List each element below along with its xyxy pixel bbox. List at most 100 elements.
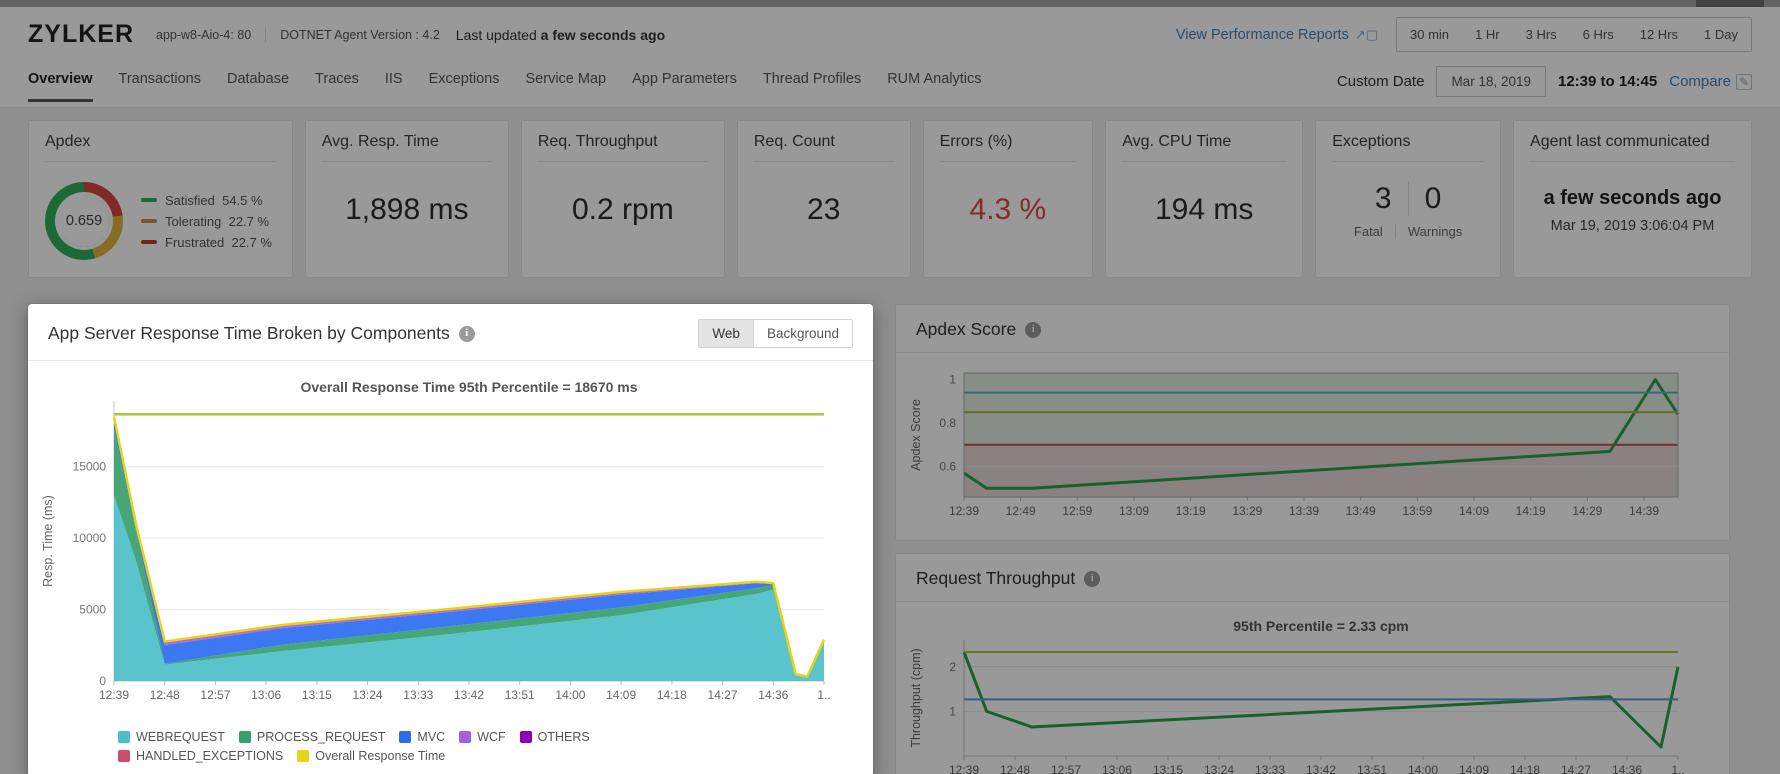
fatal-count: 3: [1374, 182, 1392, 215]
compare-link[interactable]: Compare ✎: [1669, 73, 1752, 90]
panel-request-throughput: Request Throughput i 1 2 12:39 12:48 12:57 13…: [895, 553, 1730, 774]
legend-item-overall-response-time[interactable]: Overall Response Time: [297, 749, 445, 763]
svg-text:13:06: 13:06: [251, 688, 281, 702]
panel-title: Apdex Score: [916, 319, 1017, 339]
custom-date-picker[interactable]: Mar 18, 2019: [1436, 66, 1546, 97]
svg-text:14:09: 14:09: [1459, 504, 1489, 518]
info-icon[interactable]: i: [458, 325, 475, 342]
apdex-score-value: 0.659: [58, 195, 110, 247]
svg-text:10000: 10000: [73, 531, 107, 545]
card-req-count: Req. Count 23: [736, 120, 911, 278]
svg-text:15000: 15000: [73, 460, 107, 474]
external-link-icon: ↗▢: [1354, 26, 1379, 42]
card-title: Req. Throughput: [537, 133, 708, 162]
view-performance-reports-link[interactable]: View Performance Reports ↗▢: [1175, 26, 1379, 43]
svg-text:Throughput (cpm): Throughput (cpm): [909, 648, 923, 747]
card-title: Req. Count: [753, 133, 894, 162]
request-throughput-chart[interactable]: 1 2 12:39 12:48 12:57 13:06 13:15 13:24 13:33 13:…: [906, 612, 1696, 774]
card-title: Apdex: [45, 133, 276, 162]
panel-title: App Server Response Time Broken by Compo…: [48, 323, 450, 343]
tab-thread-profiles[interactable]: Thread Profiles: [762, 71, 862, 87]
time-range-3-hrs[interactable]: 3 Hrs: [1525, 27, 1557, 42]
svg-text:13:06: 13:06: [1102, 763, 1132, 774]
time-range-6-hrs[interactable]: 6 Hrs: [1582, 27, 1614, 42]
legend-item-process-request[interactable]: PROCESS_REQUEST: [238, 730, 385, 744]
nav-tabs: Overview Transactions Database Traces IIS Exc…: [28, 71, 981, 102]
tab-traces[interactable]: Traces: [315, 71, 359, 87]
svg-text:13:29: 13:29: [1232, 504, 1262, 518]
svg-text:13:39: 13:39: [1289, 504, 1319, 518]
response-components-chart[interactable]: 0 5000 10000 15000 12:39 12:48 12:57 13:06 13:15…: [38, 371, 838, 723]
svg-text:0: 0: [99, 674, 106, 688]
svg-text:12:39: 12:39: [949, 504, 979, 518]
svg-text:0.8: 0.8: [939, 416, 956, 430]
svg-text:95th Percentile = 2.33 cpm: 95th Percentile = 2.33 cpm: [1233, 618, 1408, 634]
time-range-1-day[interactable]: 1 Day: [1704, 27, 1738, 42]
tab-service-map[interactable]: Service Map: [525, 71, 607, 87]
legend-item-webrequest[interactable]: WEBREQUEST: [118, 730, 225, 744]
tab-iis[interactable]: IIS: [384, 71, 403, 87]
info-icon[interactable]: i: [1084, 570, 1101, 587]
apdex-legend: Satisfied 54.5 % Tolerating 22.7 % Frustra…: [141, 193, 272, 250]
legend-item-wcf[interactable]: WCF: [459, 730, 506, 744]
svg-text:5000: 5000: [79, 603, 106, 617]
panel-response-time-components: App Server Response Time Broken by Compo…: [28, 304, 873, 774]
svg-text:13:15: 13:15: [302, 688, 332, 702]
card-value: 4.3 %: [969, 193, 1047, 226]
tab-overview[interactable]: Overview: [28, 71, 93, 102]
toggle-web[interactable]: Web: [699, 320, 754, 347]
time-range-30-min[interactable]: 30 min: [1410, 27, 1450, 42]
panel-title: Request Throughput: [916, 568, 1076, 588]
apdex-score-chart[interactable]: 0.6 0.8 1 12:39 12:49 12:59 13:09 13:19 13:29 13:…: [906, 363, 1696, 531]
svg-text:13:51: 13:51: [505, 688, 535, 702]
legend-item-mvc[interactable]: MVC: [399, 730, 445, 744]
window-corner-tab: [1696, 0, 1764, 7]
warnings-label: Warnings: [1394, 224, 1474, 239]
svg-text:14:00: 14:00: [555, 688, 585, 702]
svg-text:13:49: 13:49: [1346, 504, 1376, 518]
toggle-background[interactable]: Background: [766, 326, 839, 341]
svg-text:13:51: 13:51: [1357, 763, 1387, 774]
svg-text:12:48: 12:48: [1000, 763, 1030, 774]
time-range-12-hrs[interactable]: 12 Hrs: [1639, 27, 1679, 42]
tab-app-parameters[interactable]: App Parameters: [632, 71, 737, 87]
kpi-cards-row: Apdex 0.659 Satisfied 54.5 % Tolerating 2…: [0, 108, 1780, 278]
web-background-toggle: Web Background: [698, 319, 853, 348]
legend-item-handled-exceptions[interactable]: HANDLED_EXCEPTIONS: [118, 749, 283, 763]
svg-text:12:57: 12:57: [1051, 763, 1081, 774]
apdex-legend-item: Tolerating 22.7 %: [141, 214, 272, 229]
info-icon[interactable]: i: [1025, 321, 1042, 338]
svg-text:12:39: 12:39: [99, 688, 129, 702]
tab-exceptions[interactable]: Exceptions: [428, 71, 500, 87]
legend-item-others[interactable]: OTHERS: [519, 730, 590, 744]
app-name: ZYLKER: [28, 20, 134, 48]
agent-last-value: a few seconds ago: [1543, 186, 1722, 209]
panel-apdex-score: Apdex Score i 0.6 0.8 1 12:39 12:49 12:59 13:0…: [895, 304, 1730, 541]
card-title: Avg. Resp. Time: [321, 133, 492, 162]
svg-text:14:27: 14:27: [1561, 763, 1591, 774]
tab-transactions[interactable]: Transactions: [118, 71, 201, 87]
svg-text:14:39: 14:39: [1629, 504, 1659, 518]
svg-text:1..: 1..: [817, 688, 830, 702]
svg-text:14:36: 14:36: [1612, 763, 1642, 774]
svg-text:1..: 1..: [1671, 763, 1684, 774]
tab-rum-analytics[interactable]: RUM Analytics: [887, 71, 982, 87]
svg-text:13:24: 13:24: [1204, 763, 1234, 774]
last-updated: Last updated a few seconds ago: [455, 26, 666, 43]
svg-text:12:39: 12:39: [949, 763, 979, 774]
svg-text:1: 1: [949, 373, 956, 387]
app-host: app-w8-Aio-4: 80: [156, 27, 267, 42]
custom-date-label: Custom Date: [1336, 73, 1425, 90]
tab-database[interactable]: Database: [226, 71, 290, 87]
svg-text:13:09: 13:09: [1119, 504, 1149, 518]
apdex-donut-chart: 0.659: [45, 182, 123, 260]
svg-text:14:36: 14:36: [758, 688, 788, 702]
card-avg-resp-time: Avg. Resp. Time 1,898 ms: [304, 120, 509, 278]
time-range-1-hr[interactable]: 1 Hr: [1475, 27, 1500, 42]
card-errors: Errors (%) 4.3 %: [922, 120, 1094, 278]
svg-text:14:18: 14:18: [1510, 763, 1540, 774]
svg-text:12:49: 12:49: [1006, 504, 1036, 518]
svg-text:12:48: 12:48: [150, 688, 180, 702]
fatal-label: Fatal: [1353, 224, 1383, 239]
card-title: Exceptions: [1332, 133, 1485, 162]
